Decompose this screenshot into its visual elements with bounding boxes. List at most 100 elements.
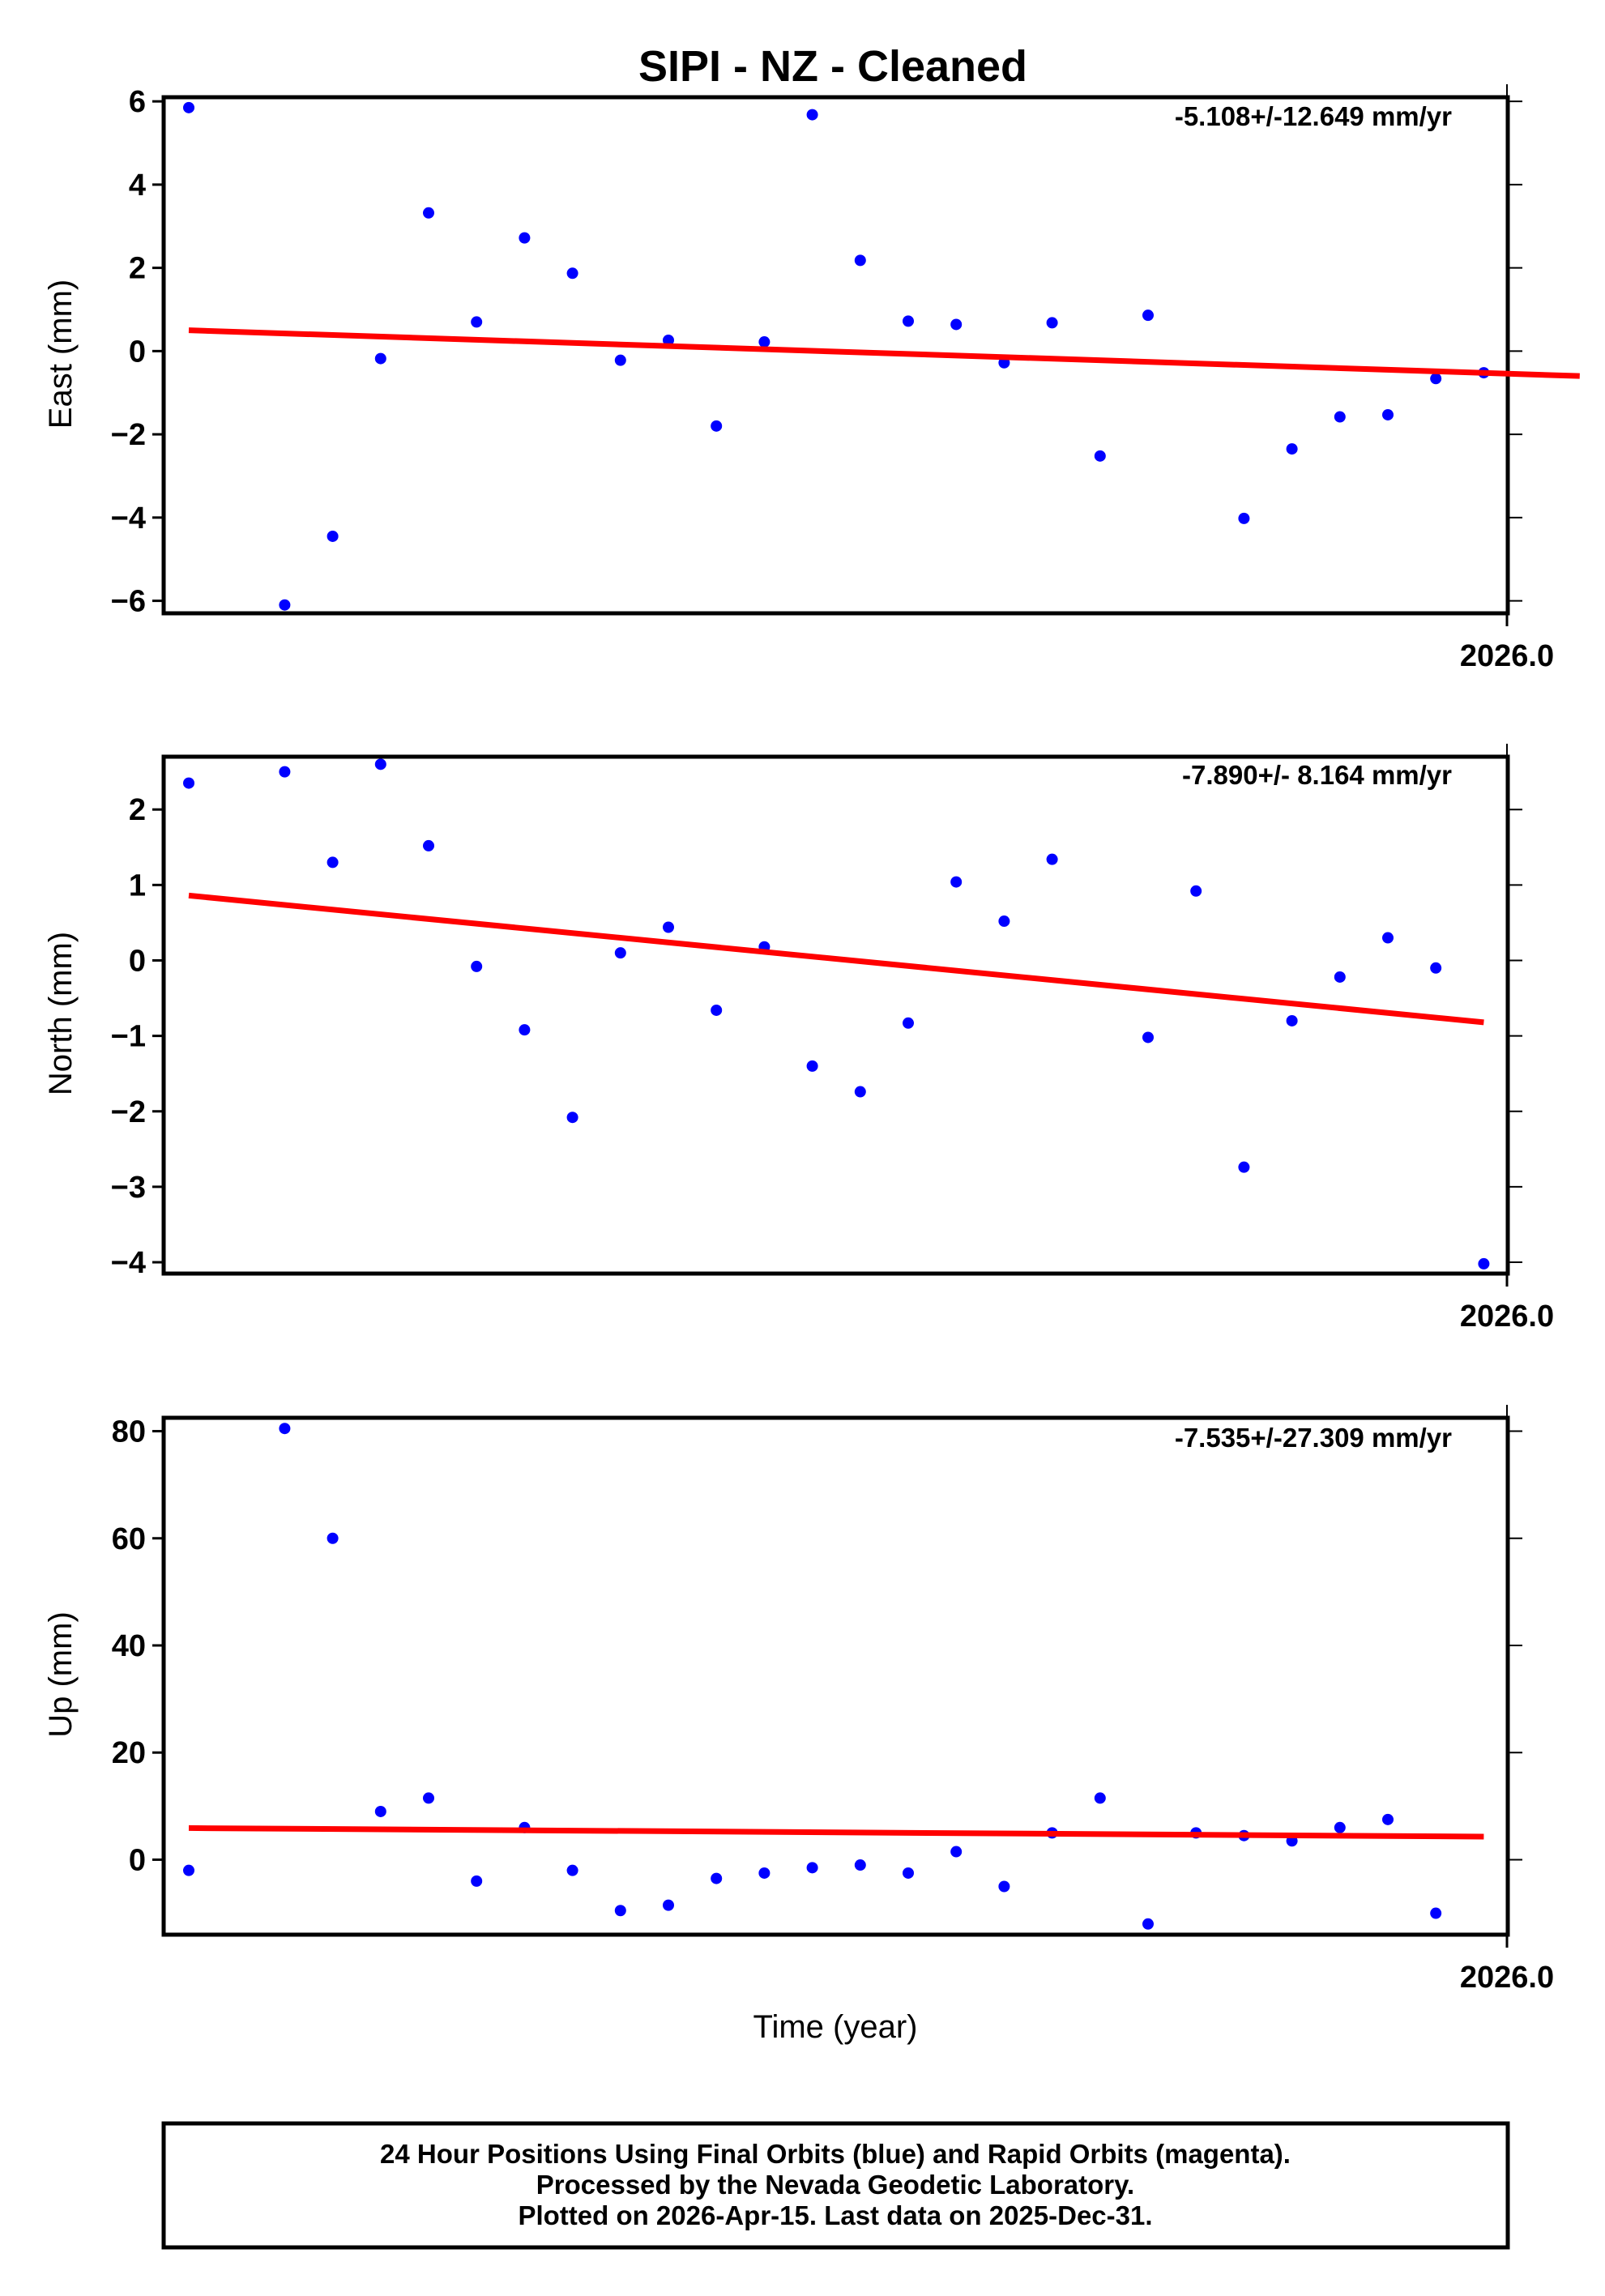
east-data-point <box>1382 408 1394 420</box>
up-data-point <box>950 1846 963 1858</box>
north-x-tick-label: 2026.0 <box>1460 1300 1554 1334</box>
east-data-point <box>519 232 531 244</box>
north-y-tick-label: −4 <box>111 1246 146 1280</box>
east-data-point <box>374 352 386 365</box>
north-data-point <box>998 915 1010 928</box>
north-data-point <box>1286 1014 1298 1026</box>
footer-line-3: Plotted on 2026-Apr-15. Last data on 202… <box>518 2200 1152 2230</box>
east-y-tick-label: 4 <box>129 169 146 203</box>
east-data-point <box>711 420 723 432</box>
east-data-point <box>423 207 434 219</box>
up-data-point <box>1142 1918 1154 1930</box>
north-data-point <box>519 1024 531 1036</box>
east-fit-line <box>188 327 1580 379</box>
north-y-tick-label: 0 <box>129 944 146 978</box>
up-y-tick-label: 40 <box>112 1629 146 1663</box>
up-data-point <box>1382 1813 1394 1825</box>
east-data-point <box>1046 317 1058 329</box>
north-data-point <box>1334 971 1346 983</box>
east-rate-label: -5.108+/-12.649 mm/yr <box>1175 101 1452 131</box>
up-y-axis-label: Up (mm) <box>43 1611 79 1738</box>
north-plot-frame <box>161 754 1510 1276</box>
north-data-point <box>327 856 339 868</box>
up-data-point <box>566 1864 578 1876</box>
north-data-point <box>903 1017 914 1029</box>
up-data-point <box>663 1899 674 1911</box>
north-data-point <box>374 758 386 770</box>
footer-box: 24 Hour Positions Using Final Orbits (bl… <box>161 2121 1510 2250</box>
x-axis-label: Time (year) <box>753 2009 918 2045</box>
north-data-point <box>1142 1031 1154 1043</box>
north-data-point <box>1382 932 1394 944</box>
north-data-point <box>1238 1161 1250 1173</box>
north-data-point <box>854 1086 866 1098</box>
north-data-point <box>183 777 194 789</box>
up-data-point <box>374 1805 386 1817</box>
east-data-point <box>1430 373 1442 385</box>
east-y-tick-label: 6 <box>129 85 146 119</box>
up-panel: Up (mm) -7.535+/-27.309 mm/yr 2026.0 0 20… <box>43 1405 1554 1995</box>
east-plot-frame <box>161 95 1510 616</box>
east-data-point <box>471 316 483 328</box>
east-y-tick-label: 0 <box>129 335 146 369</box>
up-data-point <box>1334 1821 1346 1833</box>
up-data-point <box>279 1423 291 1435</box>
footer-line-1: 24 Hour Positions Using Final Orbits (bl… <box>380 2139 1291 2169</box>
up-data-point <box>1430 1907 1442 1919</box>
up-data-point <box>614 1905 626 1917</box>
east-y-tick-label: −6 <box>111 585 146 619</box>
north-y-tick-label: −1 <box>111 1020 146 1054</box>
up-data-point <box>903 1867 914 1879</box>
up-rate-label: -7.535+/-27.309 mm/yr <box>1175 1423 1452 1453</box>
east-data-point <box>1142 309 1154 322</box>
east-data-point <box>854 254 866 267</box>
east-data-point <box>806 109 818 121</box>
north-data-point <box>1190 885 1202 897</box>
east-data-point <box>1238 512 1250 524</box>
east-data-point <box>1334 411 1346 423</box>
east-x-tick-label: 2026.0 <box>1460 639 1554 673</box>
north-data-point <box>1478 1257 1490 1270</box>
north-y-tick-label: 2 <box>129 793 146 827</box>
north-data-point <box>663 921 674 933</box>
east-data-point <box>758 336 770 348</box>
chart-title: SIPI - NZ - Cleaned <box>638 42 1027 91</box>
up-data-point <box>471 1875 483 1887</box>
east-y-tick-label: −4 <box>111 501 146 536</box>
east-data-point <box>279 599 291 611</box>
up-data-point <box>1094 1792 1106 1804</box>
north-data-point <box>423 839 434 851</box>
north-y-tick-label: −3 <box>111 1171 146 1205</box>
up-y-tick-label: 0 <box>129 1843 146 1877</box>
up-fit-line <box>188 1824 1484 1840</box>
north-y-axis-label: North (mm) <box>43 932 79 1095</box>
north-data-point <box>614 947 626 959</box>
up-y-tick-label: 60 <box>112 1522 146 1556</box>
up-y-tick-label: 20 <box>112 1736 146 1770</box>
up-y-tick-label: 80 <box>112 1415 146 1449</box>
north-y-tick-label: −2 <box>111 1095 146 1129</box>
north-data-point <box>950 876 963 888</box>
north-data-point <box>1430 962 1442 974</box>
up-data-point <box>758 1867 770 1879</box>
north-data-point <box>566 1112 578 1124</box>
east-data-point <box>614 354 626 366</box>
north-rate-label: -7.890+/- 8.164 mm/yr <box>1182 760 1452 790</box>
up-data-point <box>423 1792 434 1804</box>
north-fit-line <box>188 892 1484 1026</box>
up-data-point <box>183 1864 194 1876</box>
up-data-point <box>806 1862 818 1874</box>
east-y-tick-label: −2 <box>111 418 146 452</box>
north-data-point <box>806 1060 818 1072</box>
north-data-point <box>279 766 291 778</box>
up-data-point <box>711 1872 723 1884</box>
footer-line-2: Processed by the Nevada Geodetic Laborat… <box>536 2170 1134 2200</box>
east-data-point <box>327 530 339 542</box>
up-data-point <box>327 1532 339 1544</box>
east-data-point <box>1286 443 1298 455</box>
east-y-tick-label: 2 <box>129 252 146 286</box>
east-y-axis-label: East (mm) <box>43 280 79 429</box>
north-data-point <box>471 960 483 972</box>
east-panel: East (mm) -5.108+/-12.649 mm/yr 2026.0 −… <box>43 84 1580 673</box>
north-y-tick-label: 1 <box>129 868 146 903</box>
